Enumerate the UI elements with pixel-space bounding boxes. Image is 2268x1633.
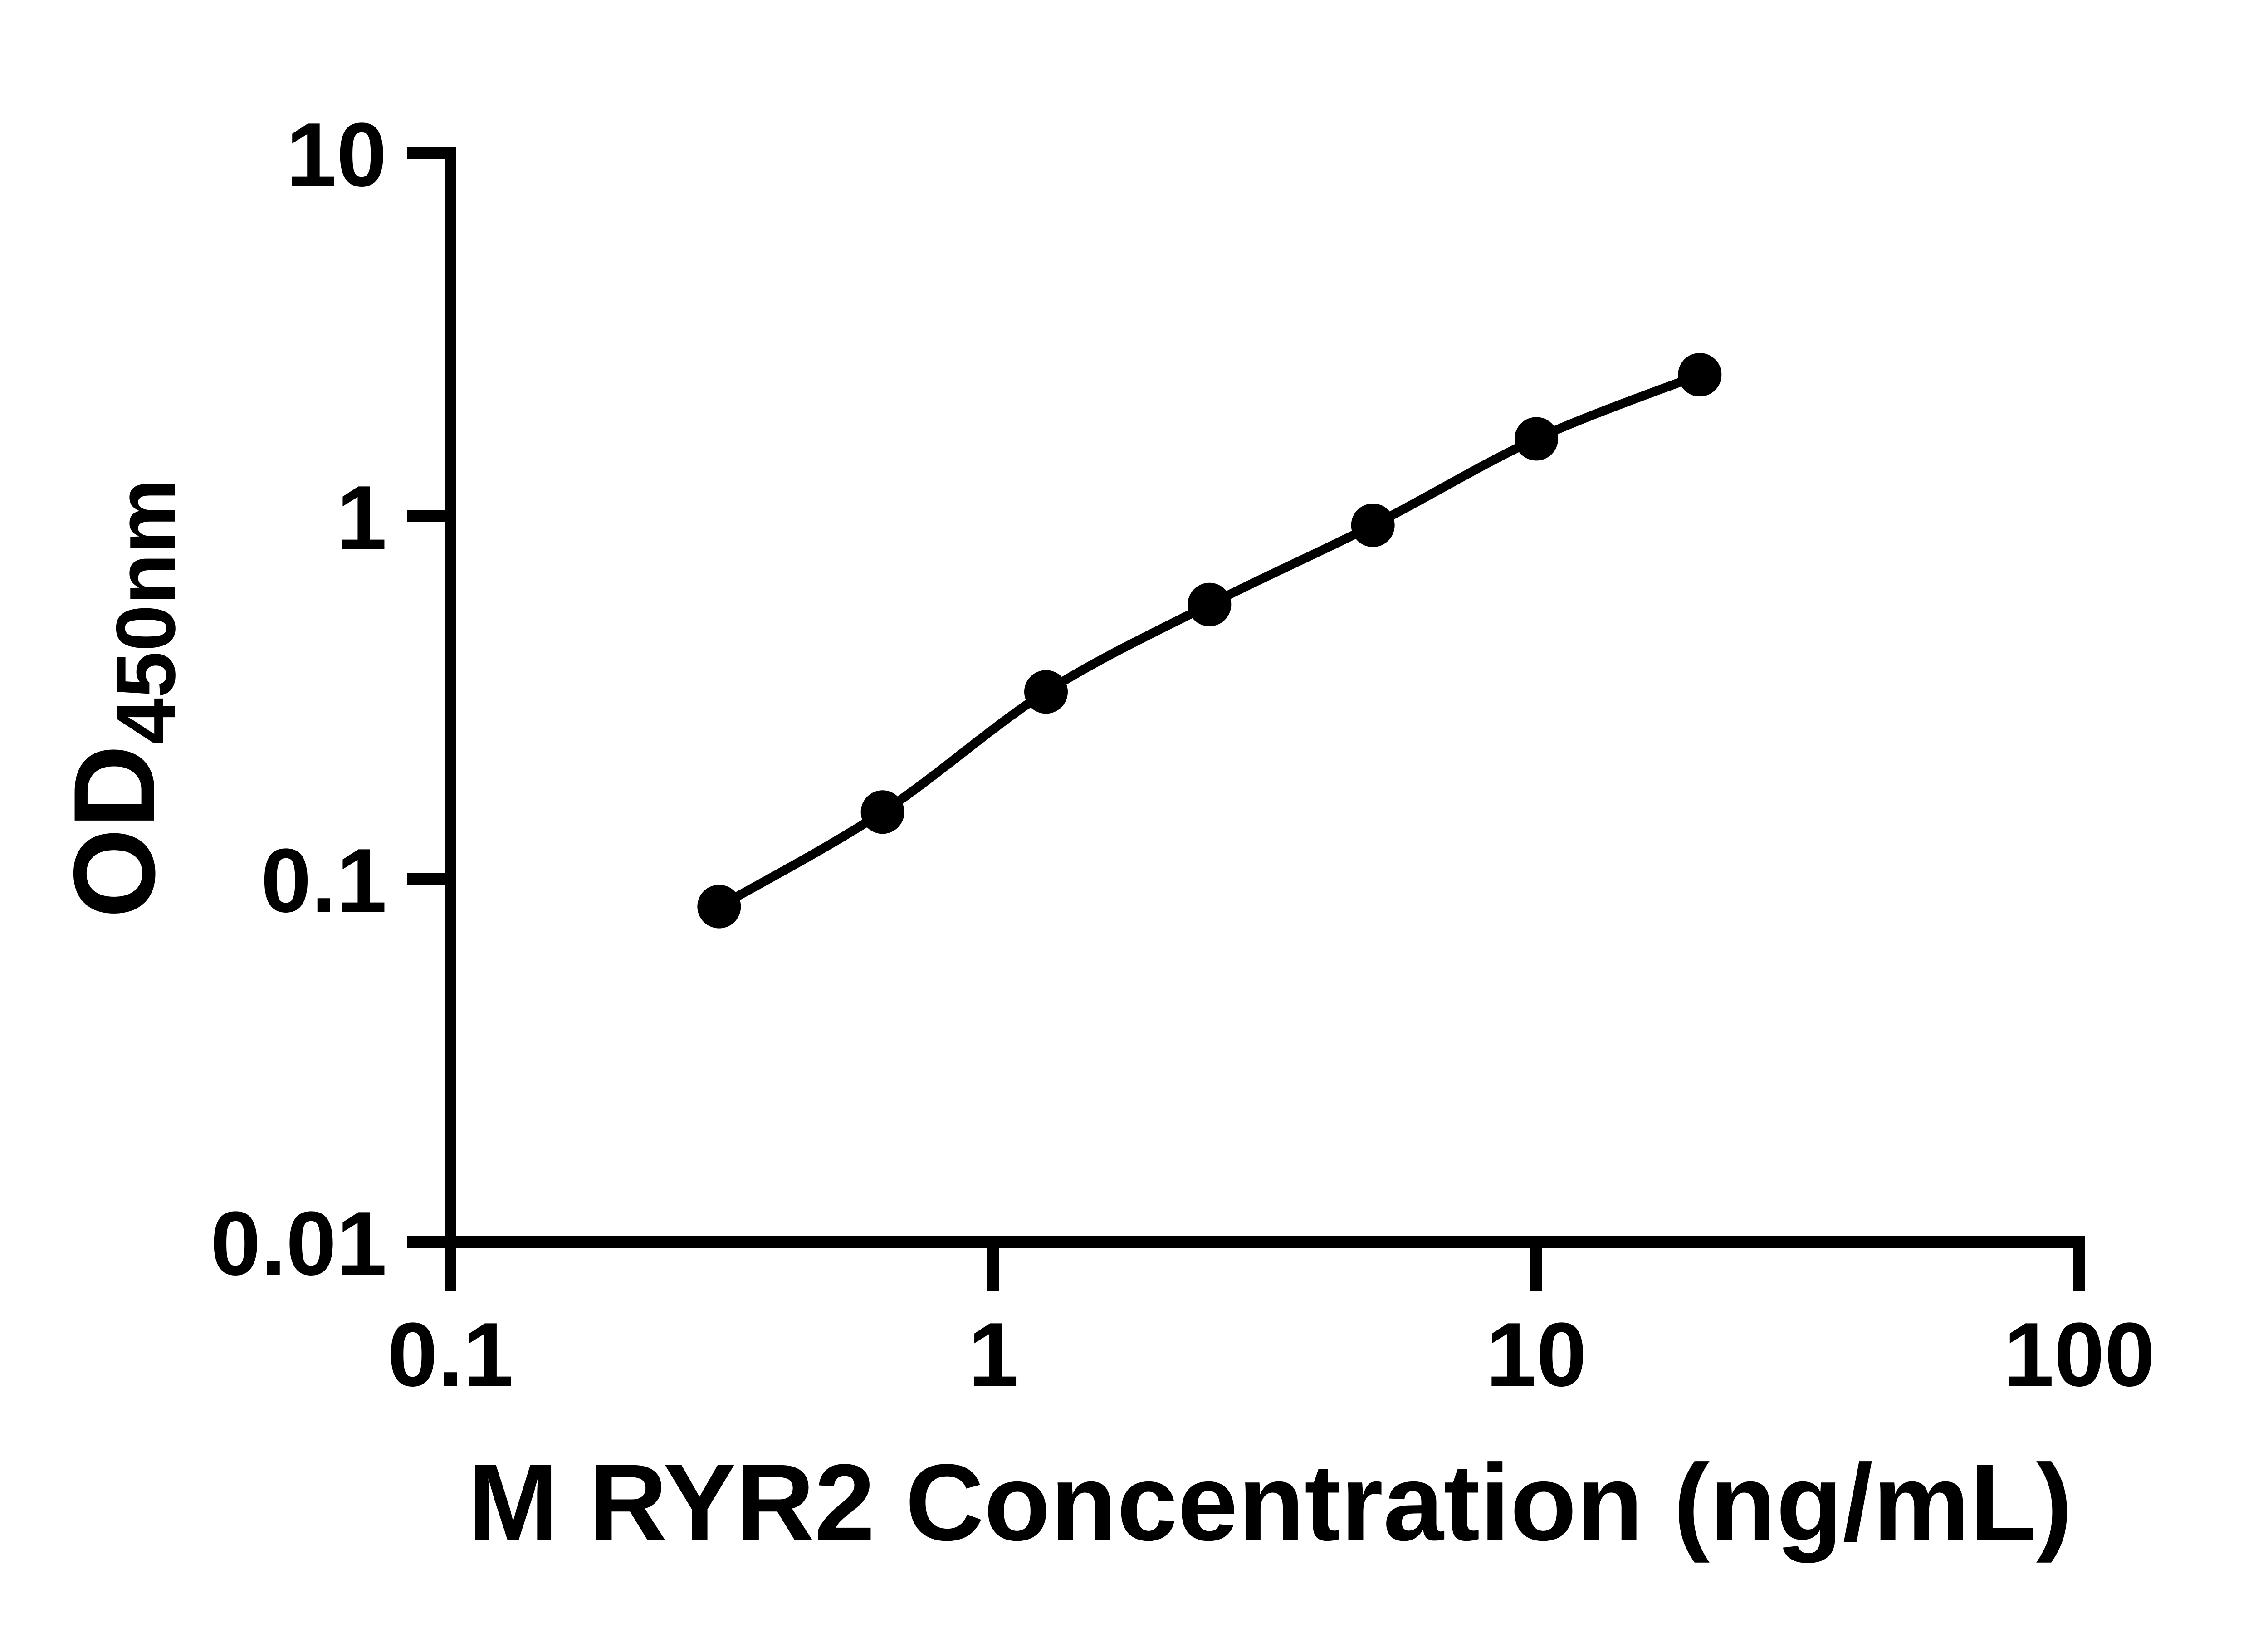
data-point-marker xyxy=(1024,670,1068,714)
x-tick-label: 100 xyxy=(2004,1304,2155,1405)
data-point-marker xyxy=(1678,353,1722,397)
y-tick-label: 0.1 xyxy=(261,830,387,931)
data-point-marker xyxy=(1351,504,1395,548)
x-tick-label: 0.1 xyxy=(387,1304,513,1405)
data-point-marker xyxy=(697,885,741,929)
x-tick-label: 10 xyxy=(1486,1304,1587,1405)
data-point-marker xyxy=(1515,417,1558,461)
y-tick-label: 1 xyxy=(337,467,387,568)
y-tick-label: 10 xyxy=(286,104,387,205)
y-tick-label: 0.01 xyxy=(210,1193,387,1294)
y-axis-title-main: OD xyxy=(50,745,179,919)
standard-curve-line xyxy=(717,370,1701,911)
x-tick-label: 1 xyxy=(968,1304,1018,1405)
y-axis-title: OD450nm xyxy=(50,479,193,919)
x-axis-title: M RYR2 Concentration (ng/mL) xyxy=(468,1442,2072,1563)
data-point-marker xyxy=(860,790,904,834)
data-point-marker xyxy=(1188,582,1232,626)
y-axis-title-sub: 450nm xyxy=(99,479,193,745)
